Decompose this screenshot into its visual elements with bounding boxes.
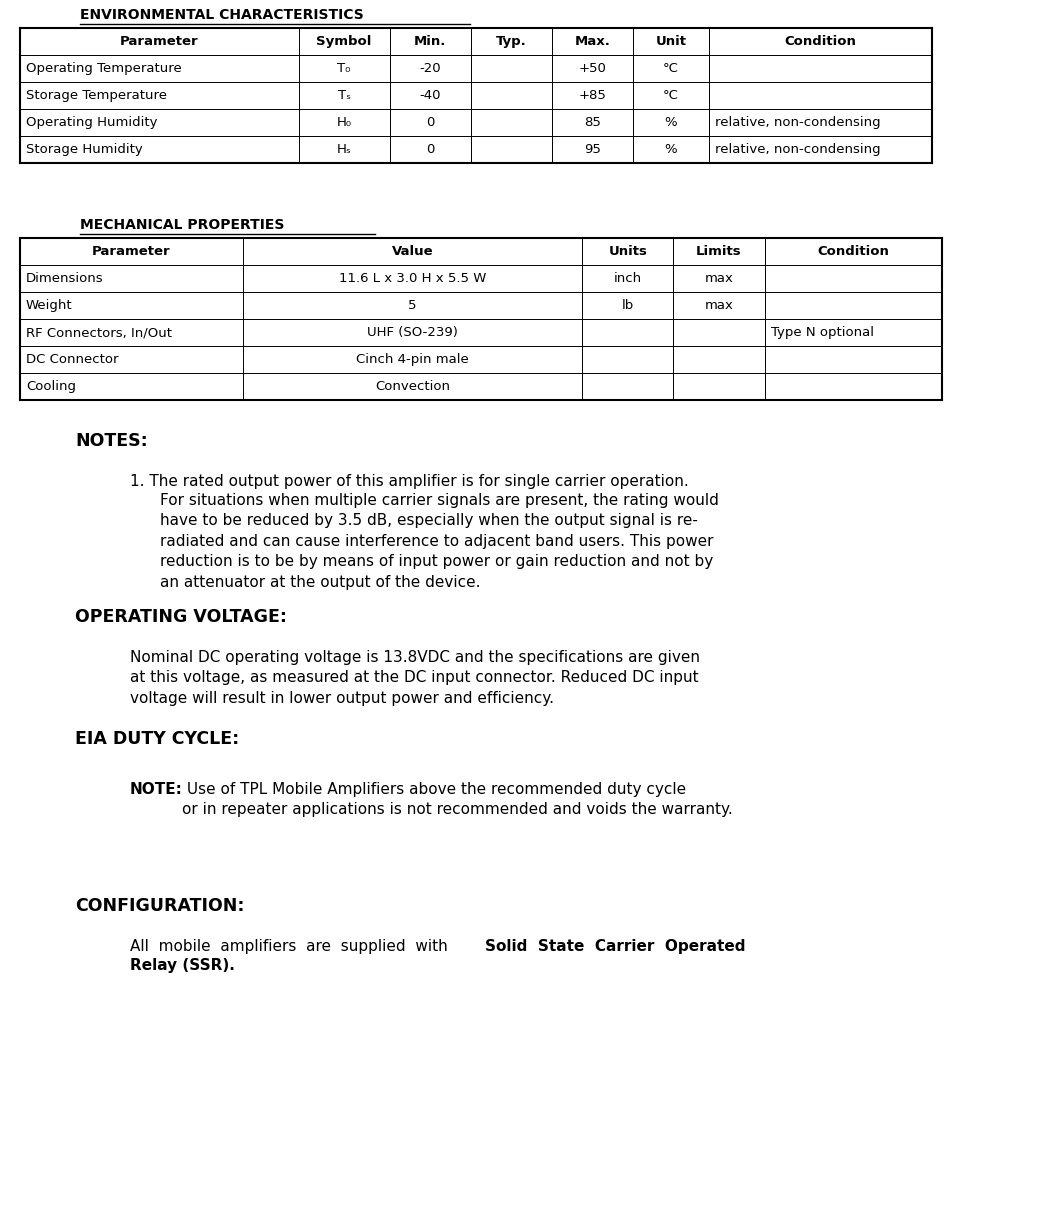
Text: max: max bbox=[704, 272, 733, 285]
Text: NOTE:: NOTE: bbox=[130, 782, 183, 797]
Text: All  mobile  amplifiers  are  supplied  with: All mobile amplifiers are supplied with bbox=[130, 940, 457, 954]
Text: T₀: T₀ bbox=[337, 62, 351, 75]
Text: relative, non-condensing: relative, non-condensing bbox=[715, 116, 880, 129]
Text: Storage Humidity: Storage Humidity bbox=[26, 143, 143, 156]
Text: lb: lb bbox=[621, 299, 634, 312]
Text: Condition: Condition bbox=[784, 36, 856, 48]
Text: 5: 5 bbox=[409, 299, 417, 312]
Text: Max.: Max. bbox=[574, 36, 611, 48]
Text: Parameter: Parameter bbox=[120, 36, 199, 48]
Text: Solid  State  Carrier  Operated: Solid State Carrier Operated bbox=[485, 940, 746, 954]
Text: DC Connector: DC Connector bbox=[26, 353, 119, 366]
Text: Parameter: Parameter bbox=[92, 245, 171, 258]
Text: Typ.: Typ. bbox=[496, 36, 526, 48]
Text: Nominal DC operating voltage is 13.8VDC and the specifications are given
at this: Nominal DC operating voltage is 13.8VDC … bbox=[130, 650, 700, 706]
Text: Condition: Condition bbox=[817, 245, 889, 258]
Text: +50: +50 bbox=[578, 62, 607, 75]
Text: 95: 95 bbox=[584, 143, 601, 156]
Text: Value: Value bbox=[392, 245, 434, 258]
Text: RF Connectors, In/Out: RF Connectors, In/Out bbox=[26, 326, 172, 339]
Text: ENVIRONMENTAL CHARACTERISTICS: ENVIRONMENTAL CHARACTERISTICS bbox=[80, 9, 363, 22]
Text: -40: -40 bbox=[419, 89, 441, 102]
Text: H₀: H₀ bbox=[337, 116, 352, 129]
Text: Cinch 4-pin male: Cinch 4-pin male bbox=[356, 353, 469, 366]
Text: Min.: Min. bbox=[414, 36, 446, 48]
Text: Symbol: Symbol bbox=[317, 36, 372, 48]
Text: 1. The rated output power of this amplifier is for single carrier operation.: 1. The rated output power of this amplif… bbox=[130, 474, 689, 489]
Text: %: % bbox=[664, 143, 677, 156]
Text: MECHANICAL PROPERTIES: MECHANICAL PROPERTIES bbox=[80, 218, 284, 232]
Text: °C: °C bbox=[663, 89, 679, 102]
Text: Unit: Unit bbox=[655, 36, 687, 48]
Text: -20: -20 bbox=[419, 62, 441, 75]
Text: Units: Units bbox=[609, 245, 648, 258]
Text: %: % bbox=[664, 116, 677, 129]
Text: NOTES:: NOTES: bbox=[75, 432, 147, 450]
Text: Type N optional: Type N optional bbox=[771, 326, 874, 339]
Text: Operating Temperature: Operating Temperature bbox=[26, 62, 182, 75]
Text: OPERATING VOLTAGE:: OPERATING VOLTAGE: bbox=[75, 608, 287, 626]
Text: inch: inch bbox=[614, 272, 642, 285]
Text: Operating Humidity: Operating Humidity bbox=[26, 116, 158, 129]
Text: Convection: Convection bbox=[375, 380, 450, 393]
Text: +85: +85 bbox=[578, 89, 607, 102]
Text: Storage Temperature: Storage Temperature bbox=[26, 89, 167, 102]
Text: Dimensions: Dimensions bbox=[26, 272, 103, 285]
Text: Use of TPL Mobile Amplifiers above the recommended duty cycle
or in repeater app: Use of TPL Mobile Amplifiers above the r… bbox=[182, 782, 733, 817]
Text: UHF (SO-239): UHF (SO-239) bbox=[367, 326, 458, 339]
Text: 85: 85 bbox=[584, 116, 601, 129]
Text: Cooling: Cooling bbox=[26, 380, 76, 393]
Text: Hₛ: Hₛ bbox=[337, 143, 352, 156]
Text: 0: 0 bbox=[426, 143, 435, 156]
Text: 11.6 L x 3.0 H x 5.5 W: 11.6 L x 3.0 H x 5.5 W bbox=[339, 272, 486, 285]
Text: max: max bbox=[704, 299, 733, 312]
Text: Limits: Limits bbox=[696, 245, 741, 258]
Text: Tₛ: Tₛ bbox=[338, 89, 351, 102]
Text: CONFIGURATION:: CONFIGURATION: bbox=[75, 897, 244, 915]
Text: Relay (SSR).: Relay (SSR). bbox=[130, 958, 235, 973]
Text: Weight: Weight bbox=[26, 299, 73, 312]
Text: For situations when multiple carrier signals are present, the rating would
have : For situations when multiple carrier sig… bbox=[160, 492, 719, 589]
Text: 0: 0 bbox=[426, 116, 435, 129]
Text: °C: °C bbox=[663, 62, 679, 75]
Text: EIA DUTY CYCLE:: EIA DUTY CYCLE: bbox=[75, 730, 239, 748]
Text: relative, non-condensing: relative, non-condensing bbox=[715, 143, 880, 156]
